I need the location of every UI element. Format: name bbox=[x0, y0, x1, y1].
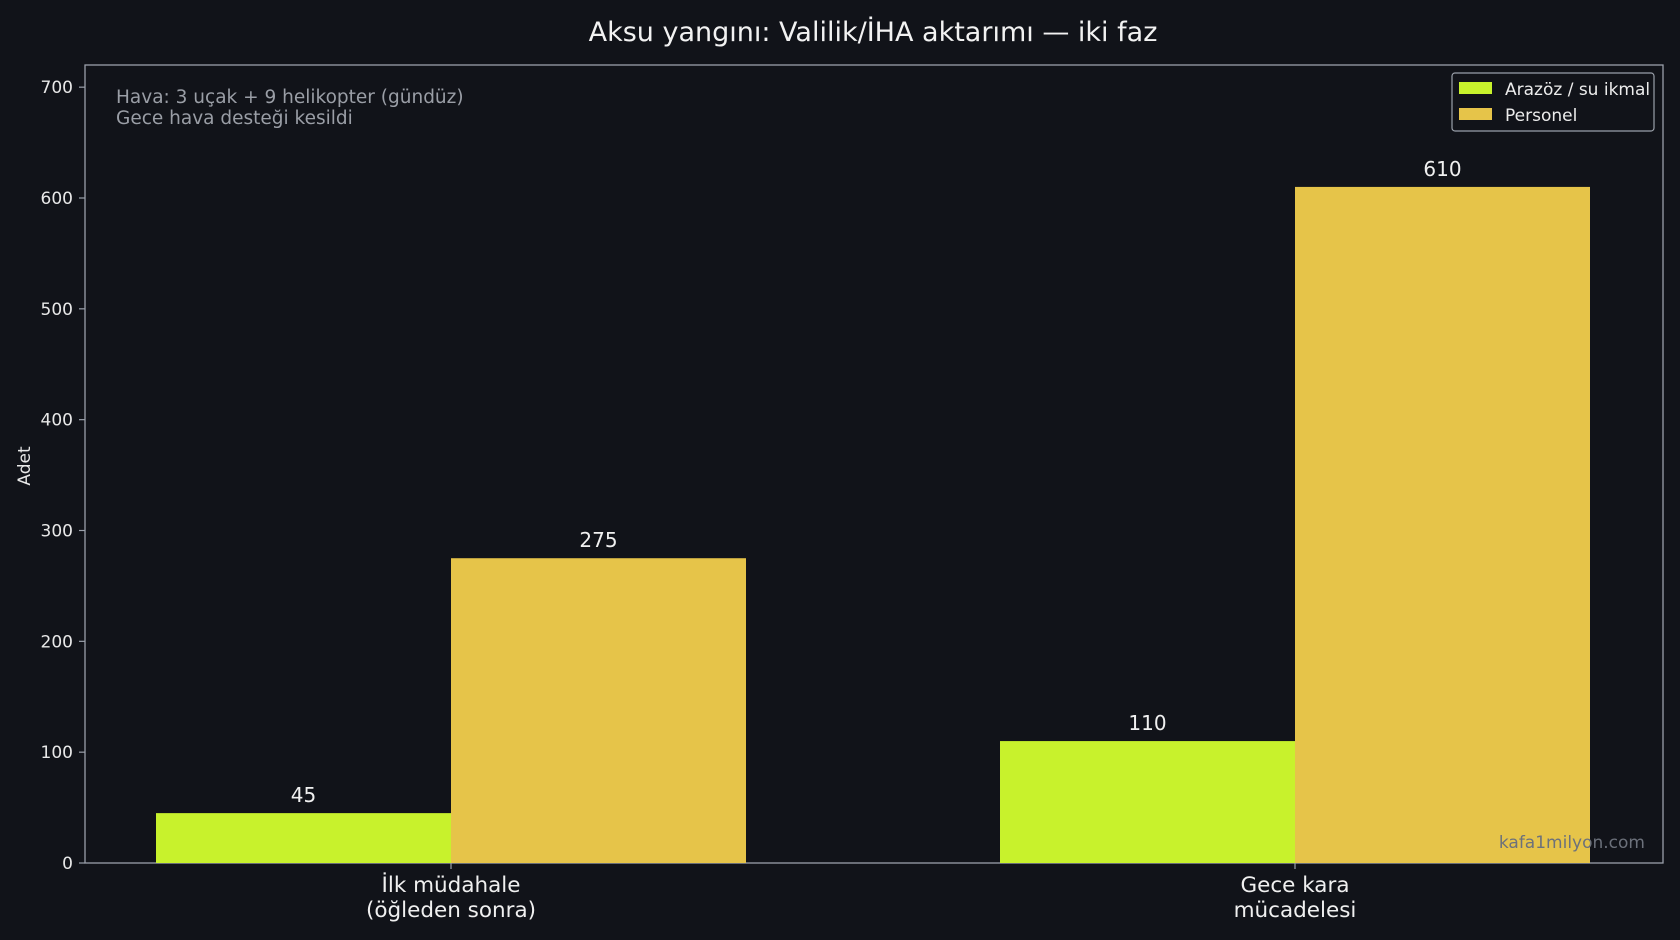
annotation-line-2: Gece hava desteği kesildi bbox=[116, 108, 353, 129]
bar-arazoz bbox=[1000, 741, 1295, 863]
y-tick-label: 100 bbox=[41, 743, 73, 763]
legend-label-personel: Personel bbox=[1505, 106, 1577, 126]
y-axis: 0 100 200 300 400 500 600 700 bbox=[41, 78, 85, 874]
x-tick-label-line: (öğleden sonra) bbox=[366, 898, 536, 923]
legend-swatch-arazoz bbox=[1459, 82, 1492, 94]
y-axis-label: Adet bbox=[15, 446, 35, 486]
bar-arazoz bbox=[156, 813, 451, 863]
annotation-line-1: Hava: 3 uçak + 9 helikopter (gündüz) bbox=[116, 87, 464, 108]
y-tick-label: 0 bbox=[62, 854, 73, 874]
legend-frame bbox=[1451, 72, 1655, 132]
x-tick-label: İlk müdahale (öğleden sonra) bbox=[366, 872, 536, 923]
value-label-personel: 610 bbox=[1423, 157, 1461, 181]
plot-frame bbox=[84, 64, 1664, 864]
watermark: kafa1milyon.com bbox=[1499, 833, 1645, 853]
value-label-arazoz: 45 bbox=[291, 783, 316, 807]
bar-personel bbox=[1295, 186, 1590, 863]
value-label-personel: 275 bbox=[579, 528, 617, 552]
legend: Arazöz / su ikmal Personel bbox=[1451, 72, 1655, 132]
x-tick-label: Gece kara mücadelesi bbox=[1234, 873, 1357, 923]
y-tick-label: 500 bbox=[41, 300, 73, 320]
y-tick-label: 300 bbox=[41, 522, 73, 542]
x-axis: İlk müdahale (öğleden sonra) Gece kara müca… bbox=[366, 863, 1356, 923]
bars-group: 45 275 110 610 bbox=[156, 157, 1590, 863]
y-tick-label: 600 bbox=[41, 189, 73, 209]
bar-personel bbox=[451, 558, 746, 863]
x-tick-label-line: Gece kara bbox=[1240, 873, 1349, 898]
legend-label-arazoz: Arazöz / su ikmal bbox=[1505, 80, 1650, 100]
value-label-arazoz: 110 bbox=[1128, 711, 1166, 735]
x-tick-label-line: İlk müdahale bbox=[382, 872, 521, 898]
y-tick-label: 200 bbox=[41, 632, 73, 652]
y-tick-label: 400 bbox=[41, 411, 73, 431]
chart-title: Aksu yangını: Valilik/İHA aktarımı — iki… bbox=[589, 16, 1158, 48]
x-tick-label-line: mücadelesi bbox=[1234, 898, 1357, 923]
legend-swatch-personel bbox=[1459, 108, 1492, 120]
y-tick-label: 700 bbox=[41, 78, 73, 98]
